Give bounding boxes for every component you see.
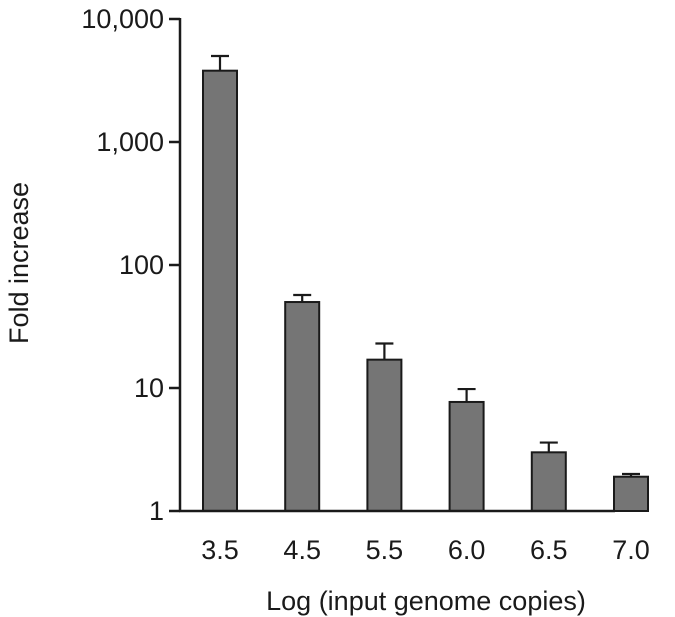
- x-tick-label: 5.5: [366, 535, 404, 565]
- x-tick-label: 6.5: [530, 535, 568, 565]
- x-tick-label: 6.0: [448, 535, 486, 565]
- y-axis-ticks: 1 10 100 1,000 10,000: [81, 4, 180, 526]
- y-tick-label: 1: [149, 496, 164, 526]
- bar: [202, 69, 238, 512]
- bars: [202, 69, 649, 513]
- x-tick-label: 7.0: [612, 535, 650, 565]
- x-axis-tick-labels: 3.5 4.5 5.5 6.0 6.5 7.0: [201, 535, 650, 565]
- bar: [530, 451, 567, 512]
- error-bars: [211, 54, 640, 477]
- x-tick-label: 3.5: [201, 535, 239, 565]
- bar: [613, 475, 649, 513]
- y-tick-label: 10: [134, 373, 164, 403]
- y-tick-label: 100: [119, 250, 164, 280]
- y-tick-label: 1,000: [96, 127, 164, 157]
- bar: [284, 301, 321, 513]
- bar: [366, 358, 403, 512]
- y-tick-label: 10,000: [81, 4, 164, 34]
- bar: [448, 400, 485, 512]
- x-tick-label: 4.5: [283, 535, 321, 565]
- y-axis-title: Fold increase: [4, 182, 34, 344]
- x-axis-title: Log (input genome copies): [266, 586, 586, 616]
